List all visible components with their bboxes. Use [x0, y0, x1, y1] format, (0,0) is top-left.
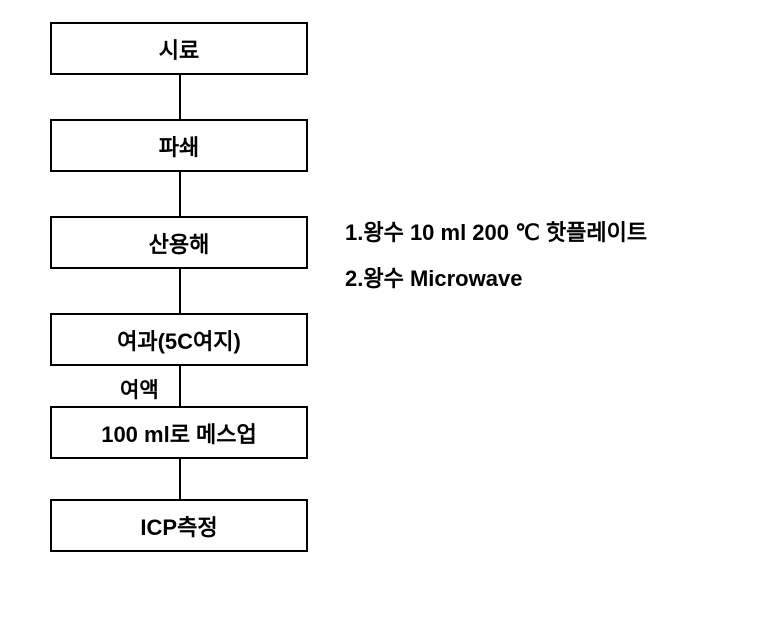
flowchart-container: 시료 파쇄 산용해 여과(5C여지) 여액 100 ml로 메스업 ICP측정	[50, 22, 310, 552]
box-label: 시료	[159, 33, 199, 65]
flowchart-box-volume-up: 100 ml로 메스업	[50, 406, 308, 459]
flowchart-box-icp: ICP측정	[50, 499, 308, 552]
box-label: 100 ml로 메스업	[101, 417, 257, 449]
connector	[179, 269, 181, 313]
box-label: ICP측정	[140, 510, 217, 542]
connector	[179, 366, 181, 406]
flowchart-box-filtration: 여과(5C여지)	[50, 313, 308, 366]
flowchart-box-crush: 파쇄	[50, 119, 308, 172]
box-label: 파쇄	[159, 130, 199, 162]
connector	[179, 459, 181, 499]
annotation-line-1: 1.왕수 10 ml 200 ℃ 핫플레이트	[345, 210, 647, 256]
box-label: 산용해	[149, 227, 210, 259]
connector	[179, 172, 181, 216]
connector-with-label: 여액	[50, 366, 310, 406]
connector-label: 여액	[120, 374, 159, 404]
connector	[179, 75, 181, 119]
box-label: 여과(5C여지)	[117, 324, 241, 356]
flowchart-box-sample: 시료	[50, 22, 308, 75]
flowchart-box-acid-dissolution: 산용해	[50, 216, 308, 269]
annotation-block: 1.왕수 10 ml 200 ℃ 핫플레이트 2.왕수 Microwave	[345, 210, 647, 302]
annotation-line-2: 2.왕수 Microwave	[345, 256, 647, 302]
